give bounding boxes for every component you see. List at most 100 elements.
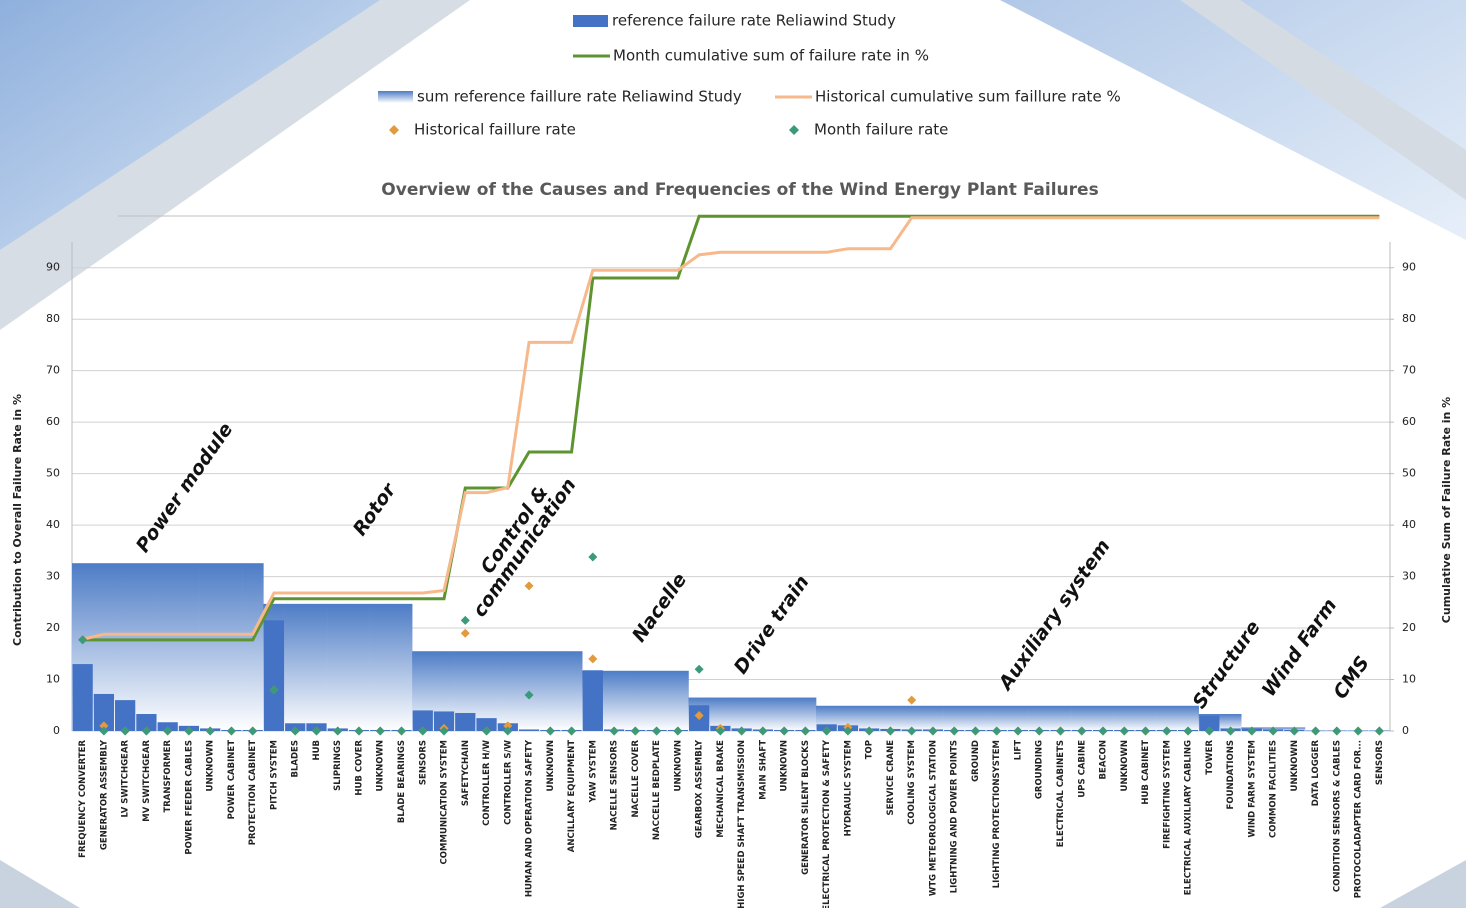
marker	[630, 726, 640, 736]
y-tick-label: 30	[46, 570, 60, 583]
bar	[136, 714, 157, 731]
x-tick-label: MECHANICAL BRAKE	[716, 740, 726, 838]
bar	[93, 693, 115, 731]
x-tick-label: COMMON FACILITIES	[1269, 740, 1279, 838]
marker	[545, 726, 555, 736]
x-tick-label: BLADE BEARINGS	[397, 740, 407, 823]
marker	[1247, 726, 1257, 736]
group-label: Nacelle	[628, 569, 691, 646]
marker	[248, 726, 258, 736]
group-label: Structure	[1188, 617, 1264, 713]
marker	[907, 726, 917, 736]
marker	[1332, 726, 1342, 736]
sum-bar	[986, 705, 1008, 731]
x-tick-label: POWER FEEDER CABLES	[184, 740, 194, 855]
sum-bar	[1092, 705, 1114, 731]
sum-bar	[390, 603, 413, 731]
sum-bar	[348, 603, 370, 731]
marker	[737, 726, 747, 736]
marker	[1119, 726, 1129, 736]
sum-bar	[752, 697, 774, 731]
marker	[588, 654, 598, 664]
x-tick-label: HUB	[312, 740, 322, 761]
sum-bar	[922, 705, 944, 731]
sum-bar	[199, 563, 222, 731]
sum-bar	[1113, 705, 1136, 731]
x-tick-label: UNKNOWN	[376, 740, 386, 791]
marker	[1162, 726, 1172, 736]
bar	[412, 710, 433, 731]
marker	[970, 726, 980, 736]
sum-bar	[157, 563, 179, 731]
marker	[822, 726, 832, 736]
legend-swatch	[789, 125, 799, 135]
x-tick-label: NACCELLE BEDPLATE	[652, 740, 662, 840]
marker	[290, 726, 300, 736]
x-tick-label: PROTECTION CABINET	[248, 740, 258, 845]
sum-bar	[114, 563, 137, 731]
legend-label: Month cumulative sum of failure rate in …	[613, 47, 929, 65]
marker	[99, 721, 109, 731]
sum-bar	[624, 670, 647, 731]
legend-label: Historical cumulative sum faillure rate …	[815, 88, 1121, 106]
x-tick-label: SAFETYCHAIN	[461, 740, 471, 806]
x-tick-label: PROTOCOLADAPTER CARD FOR...	[1354, 740, 1364, 898]
sum-bar	[773, 697, 796, 731]
y-tick-label: 90	[46, 261, 60, 274]
line	[82, 216, 1380, 641]
x-tick-label: LIGHTING PROTECTIONSYSTEM	[992, 740, 1002, 888]
marker	[652, 726, 662, 736]
sum-bar	[1007, 705, 1029, 731]
legend-swatch	[389, 125, 399, 135]
marker	[567, 726, 577, 736]
marker	[524, 581, 534, 591]
x-tick-label: TOP	[865, 740, 875, 759]
x-tick-label: GENERATOR ASSEMBLY	[99, 739, 109, 850]
x-tick-label: LIFT	[1013, 740, 1023, 760]
marker	[375, 726, 385, 736]
bar	[1199, 715, 1220, 731]
legend-swatch	[573, 15, 608, 27]
chart-title: Overview of the Causes and Frequencies o…	[381, 180, 1098, 200]
marker	[588, 552, 598, 562]
sum-bar	[1156, 705, 1178, 731]
sum-bar	[178, 563, 200, 731]
y2-tick-label: 20	[1402, 621, 1416, 634]
marker	[1056, 726, 1065, 736]
sum-bar	[667, 670, 689, 731]
marker	[141, 726, 151, 736]
y-tick-label: 40	[46, 518, 60, 531]
x-tick-label: MAIN SHAFT	[758, 740, 768, 800]
x-tick-label: GROUNDING	[1035, 740, 1045, 799]
marker	[758, 726, 768, 736]
x-tick-label: CONTROLLER H/W	[482, 739, 492, 826]
sum-bar	[1028, 705, 1051, 731]
x-tick-label: SENSORS	[418, 740, 428, 785]
sum-bar	[284, 603, 307, 731]
sum-bar	[1219, 714, 1242, 731]
marker	[1311, 726, 1321, 736]
sum-bar	[220, 563, 243, 731]
marker	[673, 726, 683, 736]
y2-tick-label: 60	[1402, 415, 1416, 428]
sum-bar	[943, 705, 966, 731]
sum-bar	[305, 603, 328, 731]
sum-bar	[1071, 705, 1093, 731]
y-tick-label: 20	[46, 621, 60, 634]
legend-label: reference failure rate Reliawind Study	[612, 12, 896, 30]
bar	[582, 670, 603, 731]
line	[82, 214, 1380, 642]
marker	[1226, 726, 1236, 736]
x-tick-label: UPS CABINE	[1077, 740, 1087, 798]
sum-bar	[135, 563, 158, 731]
legend-swatch	[378, 91, 413, 103]
marker	[333, 726, 343, 736]
sum-bar	[433, 651, 455, 731]
bar	[518, 729, 540, 731]
sum-bar	[901, 705, 923, 731]
y-tick-label: 10	[46, 673, 60, 686]
x-tick-label: DATA LOGGER	[1311, 740, 1321, 807]
bar	[72, 664, 93, 731]
